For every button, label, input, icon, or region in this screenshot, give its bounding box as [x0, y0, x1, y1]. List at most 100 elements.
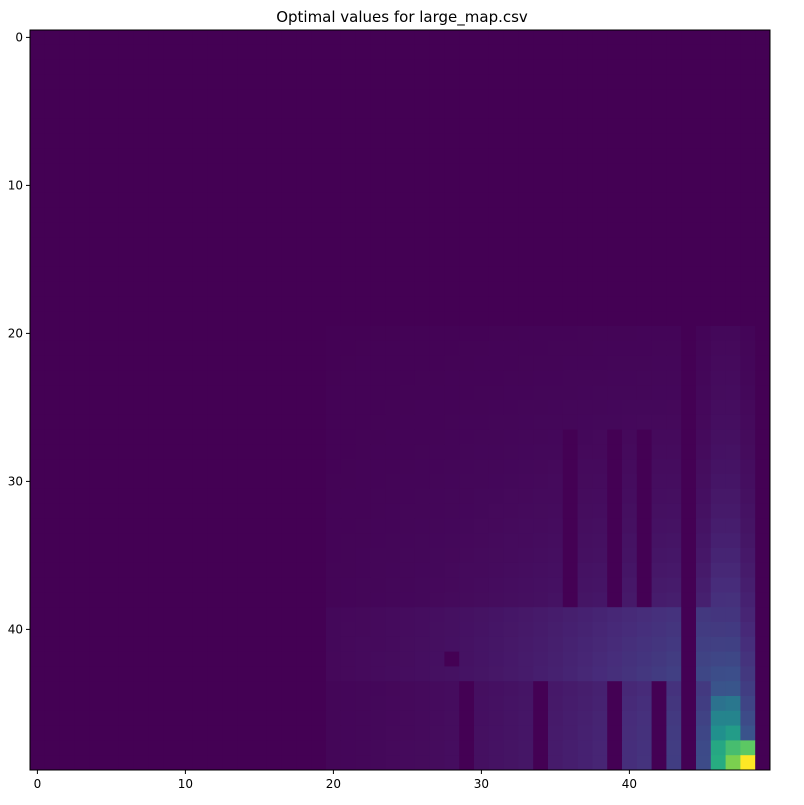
heatmap-cell	[266, 710, 282, 726]
heatmap-cell	[89, 178, 105, 194]
heatmap-cell	[710, 636, 726, 652]
heatmap-cell	[296, 340, 312, 356]
heatmap-cell	[133, 118, 149, 134]
heatmap-cell	[725, 340, 741, 356]
heatmap-cell	[562, 636, 578, 652]
heatmap-cell	[281, 74, 297, 90]
heatmap-cell	[548, 355, 564, 371]
heatmap-cell	[725, 326, 741, 342]
heatmap-cell	[533, 533, 549, 549]
heatmap-cell	[651, 385, 667, 401]
heatmap-cell	[577, 429, 593, 445]
heatmap-cell	[740, 725, 756, 741]
heatmap-cell	[607, 548, 623, 564]
heatmap-cell	[133, 133, 149, 149]
heatmap-cell	[178, 207, 194, 223]
heatmap-cell	[148, 222, 164, 238]
heatmap-cell	[133, 59, 149, 75]
heatmap-cell	[178, 133, 194, 149]
heatmap-cell	[548, 340, 564, 356]
heatmap-cell	[118, 74, 134, 90]
heatmap-cell	[355, 296, 371, 312]
heatmap-cell	[281, 355, 297, 371]
heatmap-cell	[207, 414, 223, 430]
heatmap-cell	[755, 207, 771, 223]
heatmap-cell	[474, 740, 490, 756]
heatmap-cell	[622, 355, 638, 371]
heatmap-cell	[429, 503, 445, 519]
heatmap-cell	[178, 89, 194, 105]
heatmap-cell	[636, 414, 652, 430]
heatmap-cell	[207, 237, 223, 253]
heatmap-cell	[281, 459, 297, 475]
heatmap-cell	[44, 59, 60, 75]
heatmap-cell	[340, 725, 356, 741]
heatmap-cell	[311, 44, 327, 60]
heatmap-cell	[74, 577, 90, 593]
heatmap-cell	[74, 474, 90, 490]
heatmap-cell	[370, 592, 386, 608]
heatmap-cell	[740, 326, 756, 342]
heatmap-cell	[755, 503, 771, 519]
heatmap-cell	[74, 192, 90, 208]
heatmap-cell	[562, 488, 578, 504]
heatmap-cell	[44, 222, 60, 238]
heatmap-cell	[459, 548, 475, 564]
heatmap-cell	[59, 651, 75, 667]
heatmap-cell	[429, 400, 445, 416]
heatmap-cell	[237, 355, 253, 371]
heatmap-cell	[562, 222, 578, 238]
heatmap-cell	[622, 518, 638, 534]
heatmap-cell	[444, 192, 460, 208]
heatmap-cell	[340, 118, 356, 134]
heatmap-cell	[533, 252, 549, 268]
heatmap-cell	[681, 710, 697, 726]
heatmap-cell	[562, 414, 578, 430]
heatmap-cell	[622, 562, 638, 578]
heatmap-cell	[474, 444, 490, 460]
heatmap-cell	[296, 178, 312, 194]
heatmap-cell	[252, 281, 268, 297]
heatmap-cell	[474, 326, 490, 342]
heatmap-cell	[133, 444, 149, 460]
heatmap-cell	[429, 592, 445, 608]
heatmap-cell	[459, 414, 475, 430]
heatmap-cell	[311, 592, 327, 608]
heatmap-cell	[710, 311, 726, 327]
heatmap-cell	[592, 725, 608, 741]
heatmap-cell	[222, 562, 238, 578]
heatmap-cell	[222, 548, 238, 564]
heatmap-cell	[237, 296, 253, 312]
heatmap-cell	[533, 444, 549, 460]
heatmap-cell	[740, 252, 756, 268]
heatmap-cell	[237, 207, 253, 223]
heatmap-cell	[385, 414, 401, 430]
heatmap-cell	[696, 755, 712, 771]
heatmap-cell	[503, 207, 519, 223]
heatmap-cell	[237, 518, 253, 534]
heatmap-cell	[696, 696, 712, 712]
heatmap-cell	[104, 607, 120, 623]
heatmap-cell	[296, 488, 312, 504]
heatmap-cell	[666, 370, 682, 386]
heatmap-cell	[207, 163, 223, 179]
heatmap-cell	[548, 311, 564, 327]
heatmap-cell	[207, 444, 223, 460]
heatmap-cell	[104, 222, 120, 238]
heatmap-cell	[133, 414, 149, 430]
heatmap-cell	[133, 666, 149, 682]
heatmap-cell	[355, 222, 371, 238]
heatmap-cell	[192, 237, 208, 253]
heatmap-cell	[414, 355, 430, 371]
heatmap-cell	[355, 577, 371, 593]
heatmap-cell	[311, 651, 327, 667]
heatmap-cell	[548, 622, 564, 638]
heatmap-cell	[666, 133, 682, 149]
heatmap-cell	[355, 622, 371, 638]
heatmap-cell	[222, 281, 238, 297]
heatmap-cell	[636, 488, 652, 504]
heatmap-cell	[474, 414, 490, 430]
heatmap-cell	[696, 311, 712, 327]
heatmap-cell	[651, 429, 667, 445]
heatmap-cell	[740, 311, 756, 327]
